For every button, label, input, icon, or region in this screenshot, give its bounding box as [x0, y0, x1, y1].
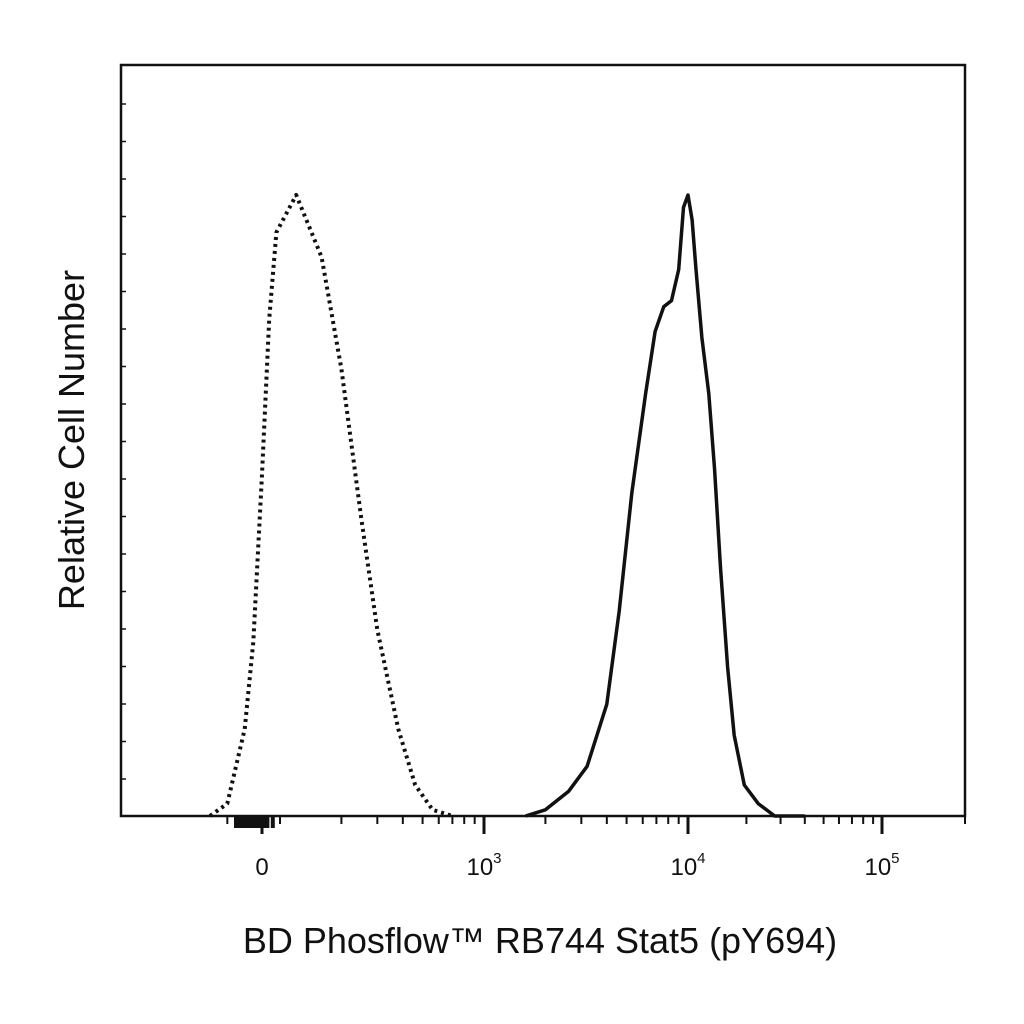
series-dotted-line	[208, 193, 453, 818]
series-group	[208, 193, 805, 828]
x-tick-label: 103	[466, 850, 501, 881]
plot-frame	[119, 63, 967, 818]
x-tick-label: 104	[670, 850, 705, 881]
series-solid-line	[525, 193, 805, 818]
x-axis-tick-labels: 0 103 104 105	[255, 850, 899, 881]
y-axis-ticks	[121, 103, 126, 780]
y-axis-title: Relative Cell Number	[51, 270, 92, 610]
x-axis-title: BD Phosflow™ RB744 Stat5 (pY694)	[243, 920, 837, 961]
x-tick-label: 0	[255, 854, 268, 881]
x-axis-ticks	[226, 816, 966, 834]
x-tick-label: 105	[864, 850, 899, 881]
